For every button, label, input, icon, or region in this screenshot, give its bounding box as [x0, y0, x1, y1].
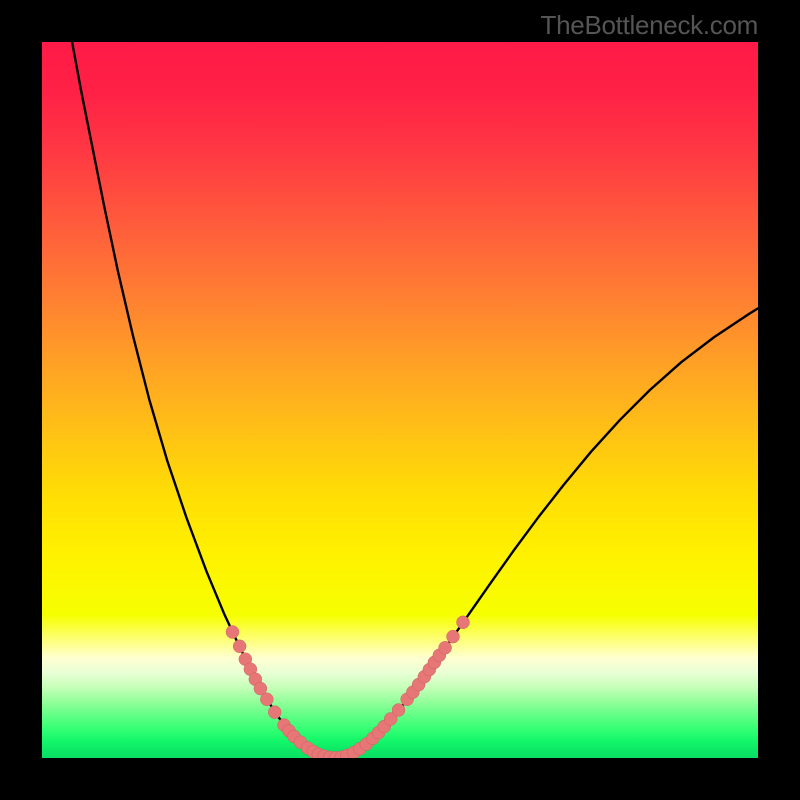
watermark-text: TheBottleneck.com	[541, 10, 758, 41]
marker-point	[446, 630, 459, 643]
stage: TheBottleneck.com	[0, 0, 800, 800]
marker-point	[226, 625, 239, 638]
curve-layer	[42, 42, 758, 758]
bottleneck-curve	[72, 42, 758, 758]
marker-point	[260, 693, 273, 706]
marker-point	[439, 641, 452, 654]
marker-point	[233, 640, 246, 653]
marker-group	[226, 616, 470, 758]
plot-area	[42, 42, 758, 758]
marker-point	[268, 706, 281, 719]
marker-point	[457, 616, 470, 629]
marker-point	[392, 704, 405, 717]
